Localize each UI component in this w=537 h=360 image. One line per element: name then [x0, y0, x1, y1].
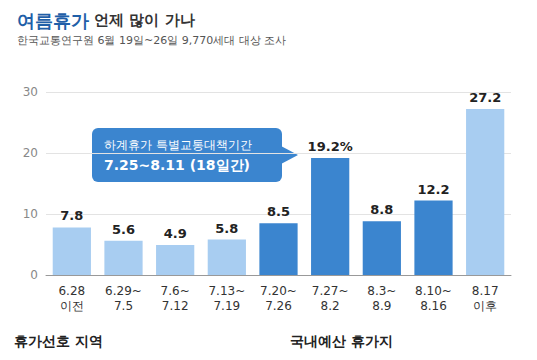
svg-text:휴가선호 지역: 휴가선호 지역	[14, 333, 103, 349]
svg-text:8.9: 8.9	[372, 299, 391, 313]
svg-text:이후: 이후	[473, 299, 497, 313]
svg-text:언제 많이 가나: 언제 많이 가나	[89, 11, 195, 29]
svg-text:0: 0	[30, 268, 38, 282]
svg-text:이전: 이전	[60, 299, 84, 313]
svg-text:국내예산 휴가지: 국내예산 휴가지	[290, 333, 393, 349]
svg-text:8.17: 8.17	[472, 284, 499, 298]
svg-text:여름휴가: 여름휴가	[17, 10, 89, 31]
svg-text:7.8: 7.8	[60, 208, 83, 223]
svg-text:30: 30	[23, 85, 38, 99]
svg-text:하계휴가 특별교통대책기간: 하계휴가 특별교통대책기간	[104, 138, 252, 152]
svg-text:7.25~8.11 (18일간): 7.25~8.11 (18일간)	[104, 157, 250, 173]
svg-text:한국교통연구원 6월 19일~26일 9,770세대 대상: 한국교통연구원 6월 19일~26일 9,770세대 대상 조사	[17, 34, 286, 47]
svg-text:7.13~: 7.13~	[208, 284, 245, 298]
svg-text:8.5: 8.5	[267, 204, 290, 219]
svg-text:27.2: 27.2	[469, 90, 501, 105]
svg-text:8.8: 8.8	[370, 202, 393, 217]
svg-text:10: 10	[23, 207, 38, 221]
svg-text:6.28: 6.28	[58, 284, 85, 298]
svg-text:7.6~: 7.6~	[161, 284, 190, 298]
svg-text:7.12: 7.12	[162, 299, 189, 313]
svg-text:20: 20	[23, 146, 38, 160]
svg-text:19.2%: 19.2%	[308, 139, 353, 154]
svg-text:5.8: 5.8	[215, 221, 238, 236]
svg-text:8.3~: 8.3~	[367, 284, 396, 298]
svg-text:5.6: 5.6	[112, 222, 135, 237]
svg-text:8.10~: 8.10~	[415, 284, 452, 298]
svg-text:8.16: 8.16	[420, 299, 447, 313]
svg-text:12.2: 12.2	[417, 182, 449, 197]
svg-text:7.26: 7.26	[265, 299, 292, 313]
svg-text:7.19: 7.19	[213, 299, 240, 313]
svg-text:8.2: 8.2	[321, 299, 340, 313]
svg-text:4.9: 4.9	[164, 226, 187, 241]
svg-text:7.5: 7.5	[114, 299, 133, 313]
svg-text:6.29~: 6.29~	[105, 284, 142, 298]
svg-text:7.20~: 7.20~	[260, 284, 297, 298]
svg-text:7.27~: 7.27~	[312, 284, 349, 298]
